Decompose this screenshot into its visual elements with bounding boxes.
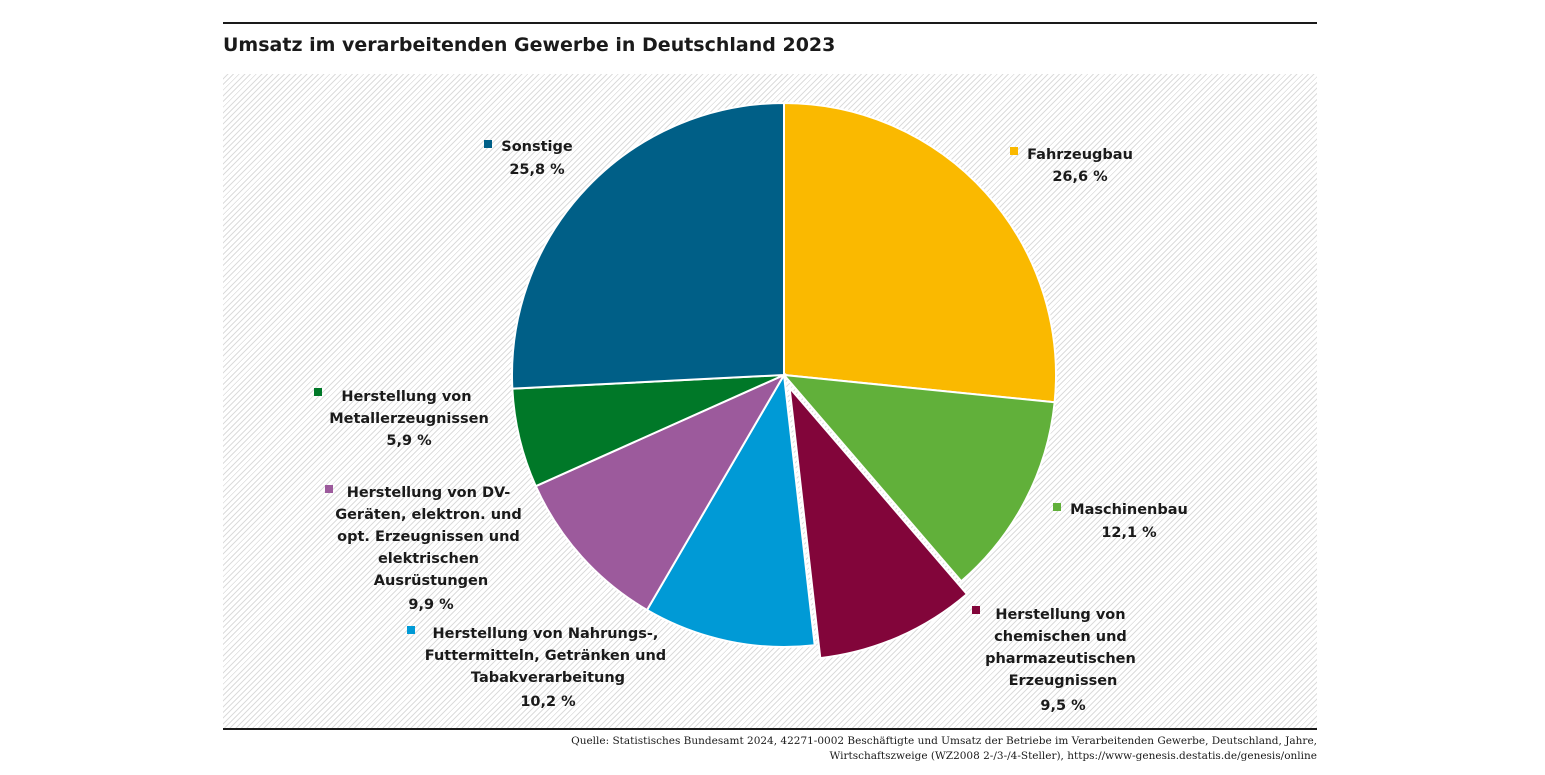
legend-marker-dv xyxy=(325,485,333,493)
label-chemie-value: 9,5 % xyxy=(1040,698,1086,714)
legend-marker-nahrung xyxy=(407,626,415,634)
label-maschinenbau-value: 12,1 % xyxy=(1101,525,1157,541)
legend-marker-chemie xyxy=(972,606,980,614)
pie-slice-6 xyxy=(511,101,785,390)
label-dv-value: 9,9 % xyxy=(408,597,454,613)
label-chemie-name: Herstellung von chemischen und pharmazeu… xyxy=(985,607,1141,689)
label-dv-name: Herstellung von DV- Geräten, elektron. u… xyxy=(335,485,527,589)
label-sonstige-value: 25,8 % xyxy=(509,162,565,178)
label-metall-name: Herstellung von Metallerzeugnissen xyxy=(329,389,489,427)
label-maschinenbau-name: Maschinenbau xyxy=(1070,502,1188,518)
source-note: Quelle: Statistisches Bundesamt 2024, 42… xyxy=(557,734,1317,764)
top-rule xyxy=(223,22,1317,24)
pie-slice-3 xyxy=(645,371,816,648)
legend-marker-sonstige xyxy=(484,140,492,148)
source-line-2: Wirtschaftszweige (WZ2008 2-/3-/4-Stelle… xyxy=(829,750,1317,762)
label-nahrung-name: Herstellung von Nahrungs-, Futtermitteln… xyxy=(425,626,671,686)
label-fahrzeugbau-name: Fahrzeugbau xyxy=(1027,147,1133,163)
bottom-rule xyxy=(223,728,1317,730)
pie-labels: Fahrzeugbau 26,6 % Maschinenbau 12,1 % H… xyxy=(314,139,1188,714)
pie-slice-0 xyxy=(783,101,1058,404)
legend-marker-maschinenbau xyxy=(1053,503,1061,511)
source-line-1: Quelle: Statistisches Bundesamt 2024, 42… xyxy=(571,735,1317,747)
chart-title: Umsatz im verarbeitenden Gewerbe in Deut… xyxy=(223,34,836,56)
pie-slice-4 xyxy=(534,372,787,612)
pie-slices xyxy=(511,101,1058,660)
pie-slice-2 xyxy=(788,384,969,660)
label-fahrzeugbau-value: 26,6 % xyxy=(1052,169,1108,185)
legend-marker-metall xyxy=(314,388,322,396)
pie-slice-1 xyxy=(781,373,1056,583)
label-nahrung-value: 10,2 % xyxy=(520,694,576,710)
legend-marker-fahrzeugbau xyxy=(1010,147,1018,155)
label-sonstige-name: Sonstige xyxy=(501,139,573,155)
label-metall-value: 5,9 % xyxy=(386,433,432,449)
